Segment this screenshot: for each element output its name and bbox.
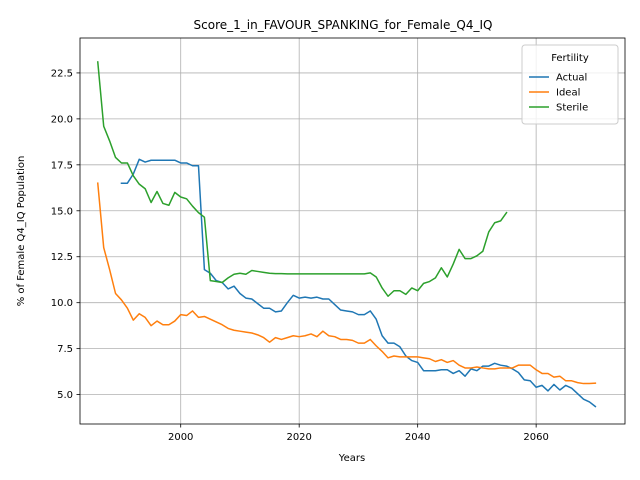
x-tick-label: 2060	[523, 432, 548, 443]
grid	[80, 38, 625, 424]
chart-title: Score_1_in_FAVOUR_SPANKING_for_Female_Q4…	[194, 18, 493, 32]
y-tick-label: 12.5	[51, 252, 73, 263]
series-lines	[96, 61, 597, 408]
y-tick-label: 5.0	[57, 390, 73, 401]
x-tick-label: 2020	[286, 432, 311, 443]
x-axis-label: Years	[338, 453, 365, 464]
plot-frame	[79, 37, 626, 425]
legend-items: Actual Ideal Sterile	[529, 73, 588, 114]
legend-label-actual: Actual	[556, 73, 587, 84]
y-axis-ticks: 5.0 7.5 10.0 12.5 15.0 17.5 20.0 22.5	[51, 68, 80, 401]
y-tick-label: 10.0	[51, 298, 73, 309]
series-line-actual	[120, 158, 597, 408]
y-tick-label: 7.5	[57, 344, 73, 355]
y-tick-label: 15.0	[51, 206, 73, 217]
legend-label-sterile: Sterile	[556, 103, 588, 114]
x-tick-label: 2000	[168, 432, 193, 443]
y-axis-label: % of Female Q4_IQ Population	[16, 156, 27, 307]
x-axis-ticks: 2000 2020 2040 2060	[168, 424, 549, 443]
legend-label-ideal: Ideal	[556, 88, 580, 99]
y-tick-label: 20.0	[51, 114, 73, 125]
legend: Fertility Actual Ideal Sterile	[521, 44, 619, 125]
y-tick-label: 17.5	[51, 160, 73, 171]
legend-box	[521, 44, 619, 125]
legend-title: Fertility	[551, 53, 589, 64]
y-tick-label: 22.5	[51, 68, 73, 79]
x-tick-label: 2040	[405, 432, 430, 443]
series-line-sterile	[96, 61, 508, 297]
series-line-ideal	[96, 182, 597, 385]
